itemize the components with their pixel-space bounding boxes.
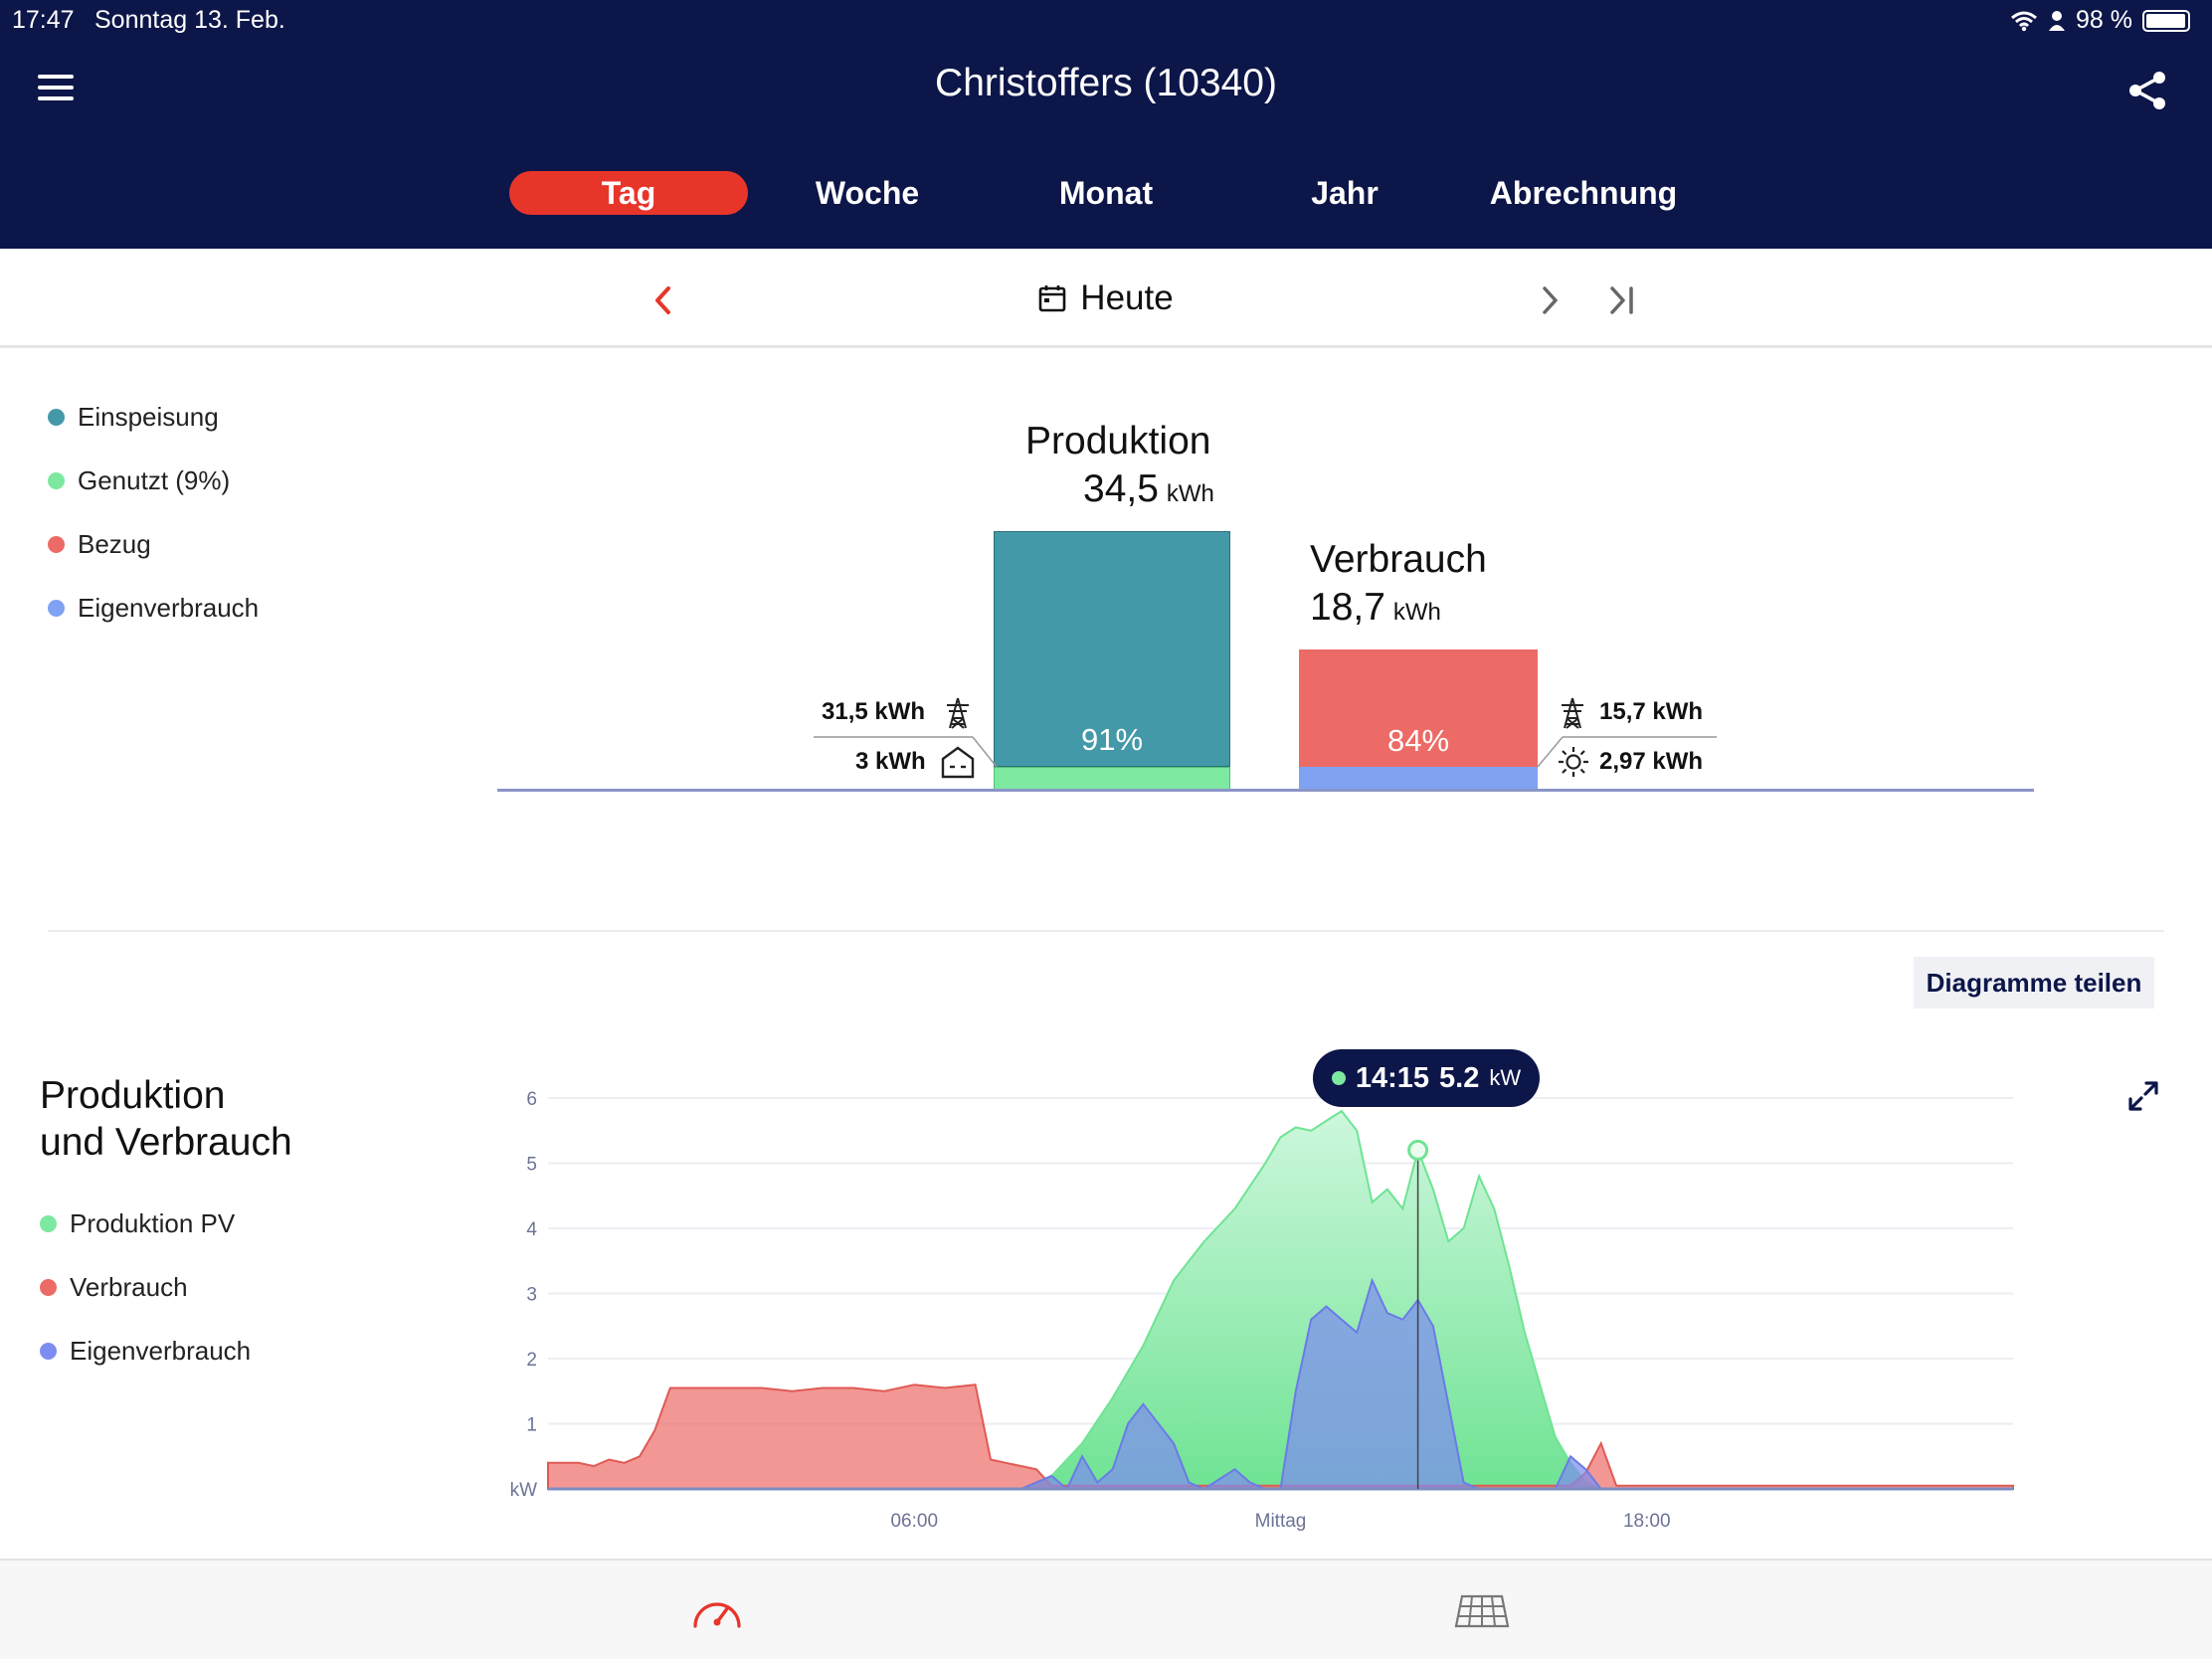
calendar-icon	[1038, 285, 1066, 312]
legend-eigenverbrauch: Eigenverbrauch	[48, 593, 259, 624]
y-tick-label: 2	[526, 1350, 537, 1371]
power-pylon-icon	[1562, 697, 1583, 729]
legend-genutzt: Genutzt (9%)	[48, 465, 230, 496]
highlight-point	[1407, 1139, 1429, 1161]
legend-label: Verbrauch	[70, 1272, 188, 1302]
legend-label: Eigenverbrauch	[70, 1336, 252, 1366]
tooltip-value: 5.2	[1439, 1061, 1480, 1094]
power-pylon-icon	[947, 697, 969, 729]
production-feed-segment: 91%	[994, 531, 1230, 767]
y-tick-label: 6	[526, 1089, 537, 1110]
page-title: Christoffers (10340)	[935, 62, 1277, 104]
section-divider	[48, 930, 2164, 932]
legend-dot	[40, 1215, 57, 1232]
expand-icon[interactable]	[2126, 1079, 2160, 1113]
series-area-produktion-pv	[548, 1109, 2013, 1490]
share-icon[interactable]	[2126, 70, 2168, 111]
tab-monat[interactable]: Monat	[1058, 175, 1154, 211]
legend-dot	[48, 409, 65, 426]
legend-dot	[48, 536, 65, 553]
legend-label: Einspeisung	[78, 402, 219, 432]
x-tick-label: Mittag	[1255, 1511, 1307, 1532]
share-charts-button[interactable]: Diagramme teilen	[1914, 957, 2154, 1009]
legend-dot	[48, 472, 65, 489]
tooltip-unit: kW	[1489, 1065, 1522, 1090]
sun-icon	[1559, 747, 1588, 777]
chart-heading: Produktion und Verbrauch	[40, 1072, 292, 1166]
legend-bezug: Bezug	[48, 529, 151, 560]
person-icon	[2049, 10, 2066, 31]
self-used-value: 3 kWh	[855, 748, 926, 775]
date-label: Heute	[1080, 278, 1174, 317]
production-consumption-chart[interactable]: 1 2 3 4 5 6 kW 06:00 Mittag 18:00	[0, 0, 2212, 1559]
production-value: 34,5	[1083, 467, 1159, 510]
connector-line	[1538, 736, 1717, 768]
y-axis-unit: kW	[510, 1480, 538, 1501]
menu-icon[interactable]	[38, 73, 74, 102]
legend-einspeisung: Einspeisung	[48, 402, 219, 433]
consumption-total: 18,7 kWh	[1310, 586, 1441, 630]
date-picker[interactable]: Heute	[0, 278, 2212, 318]
consumption-value: 18,7	[1310, 586, 1385, 629]
summary-baseline	[497, 789, 2034, 792]
legend-label: Produktion PV	[70, 1208, 236, 1238]
legend-label: Bezug	[78, 529, 151, 559]
status-date: Sonntag 13. Feb.	[94, 6, 285, 34]
tooltip-dot	[1331, 1071, 1346, 1085]
tooltip-time: 14:15	[1355, 1061, 1430, 1094]
x-tick-label: 18:00	[1623, 1511, 1671, 1532]
gauge-icon[interactable]	[690, 1590, 744, 1630]
consumption-title: Verbrauch	[1310, 538, 1487, 581]
consumption-bar[interactable]: 84%	[1299, 649, 1538, 790]
consumption-draw-segment: 84%	[1299, 649, 1538, 768]
legend-dot	[40, 1279, 57, 1296]
y-tick-label: 3	[526, 1285, 537, 1306]
chevron-right-icon[interactable]	[1535, 284, 1565, 316]
battery-icon	[2142, 9, 2190, 32]
connector-line	[814, 736, 998, 768]
legend-label: Eigenverbrauch	[78, 593, 260, 623]
grid-feed-value: 31,5 kWh	[822, 698, 926, 725]
chart-tooltip: 14:15 5.2 kW	[1313, 1049, 1540, 1107]
top-app-bar: 17:47 Sonntag 13. Feb. 98 % Christoffers…	[0, 0, 2212, 249]
legend-eigenverbrauch-chart: Eigenverbrauch	[40, 1336, 251, 1367]
legend-dot	[48, 600, 65, 617]
production-bar[interactable]: 91%	[994, 531, 1230, 790]
consumption-self-segment	[1299, 767, 1538, 790]
date-navigation: Heute	[0, 249, 2212, 348]
tab-abrechnung[interactable]: Abrechnung	[1489, 175, 1678, 211]
solar-value: 2,97 kWh	[1599, 748, 1704, 775]
consumption-percent: 84%	[1386, 723, 1450, 759]
production-total: 34,5 kWh	[1083, 467, 1214, 511]
y-tick-label: 4	[526, 1219, 537, 1240]
status-time: 17:47	[12, 6, 75, 34]
tab-jahr[interactable]: Jahr	[1311, 175, 1379, 211]
consumption-unit: kWh	[1392, 599, 1441, 626]
production-unit: kWh	[1166, 480, 1214, 507]
legend-label: Genutzt (9%)	[78, 465, 231, 495]
solar-panel-icon[interactable]	[1454, 1594, 1510, 1628]
bottom-tab-bar	[0, 1559, 2212, 1659]
legend-produktion-pv: Produktion PV	[40, 1208, 235, 1239]
production-title: Produktion	[1025, 420, 1211, 462]
legend-verbrauch: Verbrauch	[40, 1272, 188, 1303]
status-indicators: 98 %	[2010, 6, 2190, 35]
house-icon	[941, 746, 975, 779]
skip-end-icon[interactable]	[1604, 284, 1638, 316]
grid-draw-value: 15,7 kWh	[1599, 698, 1704, 725]
legend-dot	[40, 1343, 57, 1360]
period-tabs: Tag Woche Monat Jahr Abrechnung	[0, 171, 2212, 219]
chart-heading-line2: und Verbrauch	[40, 1121, 292, 1164]
tab-woche[interactable]: Woche	[815, 175, 920, 211]
battery-percent: 98 %	[2076, 6, 2132, 34]
tab-tag[interactable]: Tag	[509, 171, 748, 215]
production-percent: 91%	[1080, 721, 1144, 757]
y-tick-label: 5	[526, 1155, 537, 1176]
y-tick-label: 1	[526, 1415, 537, 1436]
x-tick-label: 06:00	[890, 1511, 938, 1532]
chart-heading-line1: Produktion	[40, 1074, 226, 1117]
wifi-icon	[2011, 11, 2037, 31]
chevron-left-icon[interactable]	[648, 284, 678, 316]
